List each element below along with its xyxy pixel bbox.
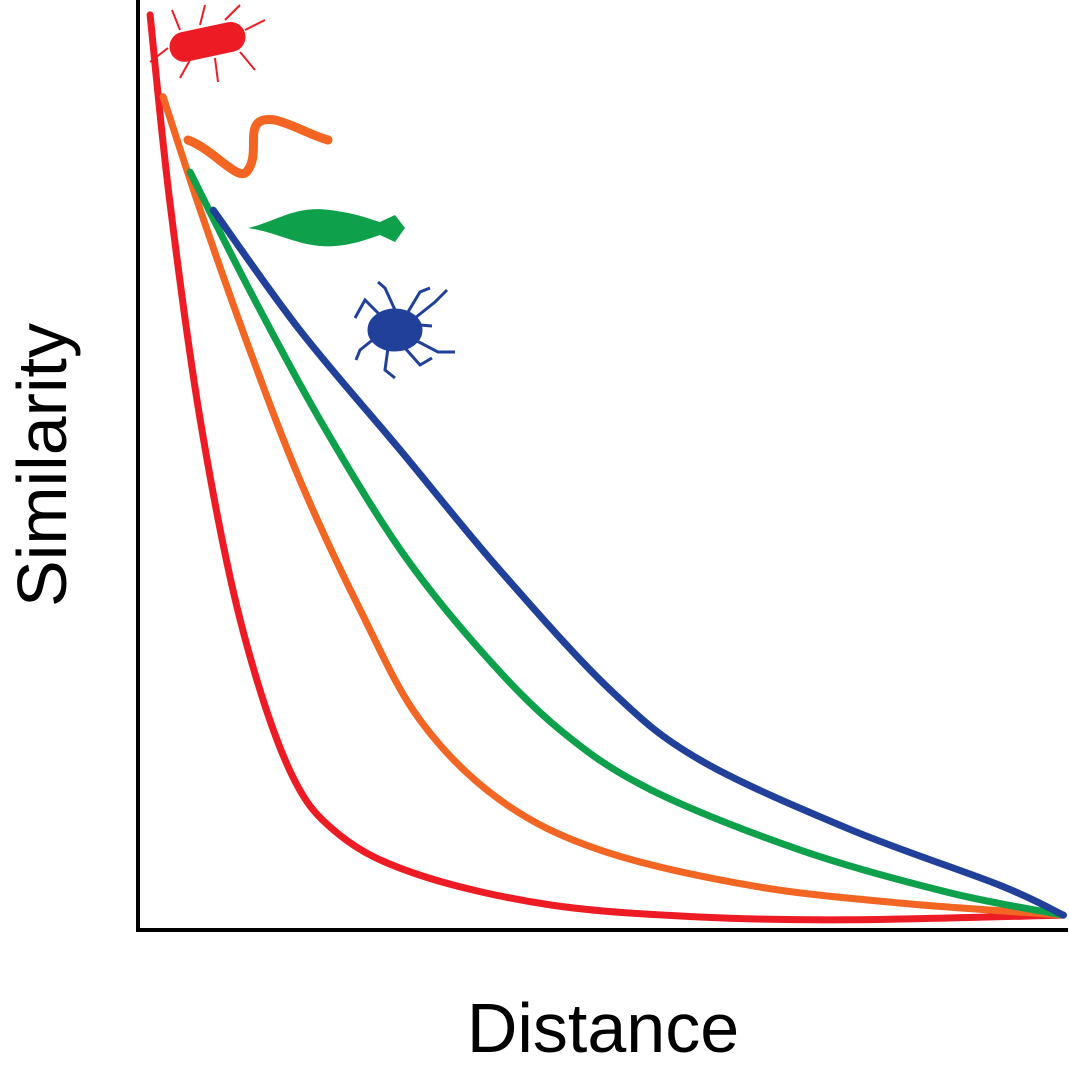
series-line (209, 206, 1067, 919)
x-axis-label: Distance (467, 989, 739, 1067)
copepod-icon (248, 209, 405, 247)
organism-icons (149, 4, 455, 380)
series-line (186, 168, 1067, 919)
y-axis-label: Similarity (3, 323, 81, 607)
bacterium-icon (149, 4, 266, 83)
series-line (159, 93, 1067, 919)
mite-icon (353, 280, 455, 380)
series-line (146, 11, 1067, 924)
worm-icon (183, 115, 333, 179)
